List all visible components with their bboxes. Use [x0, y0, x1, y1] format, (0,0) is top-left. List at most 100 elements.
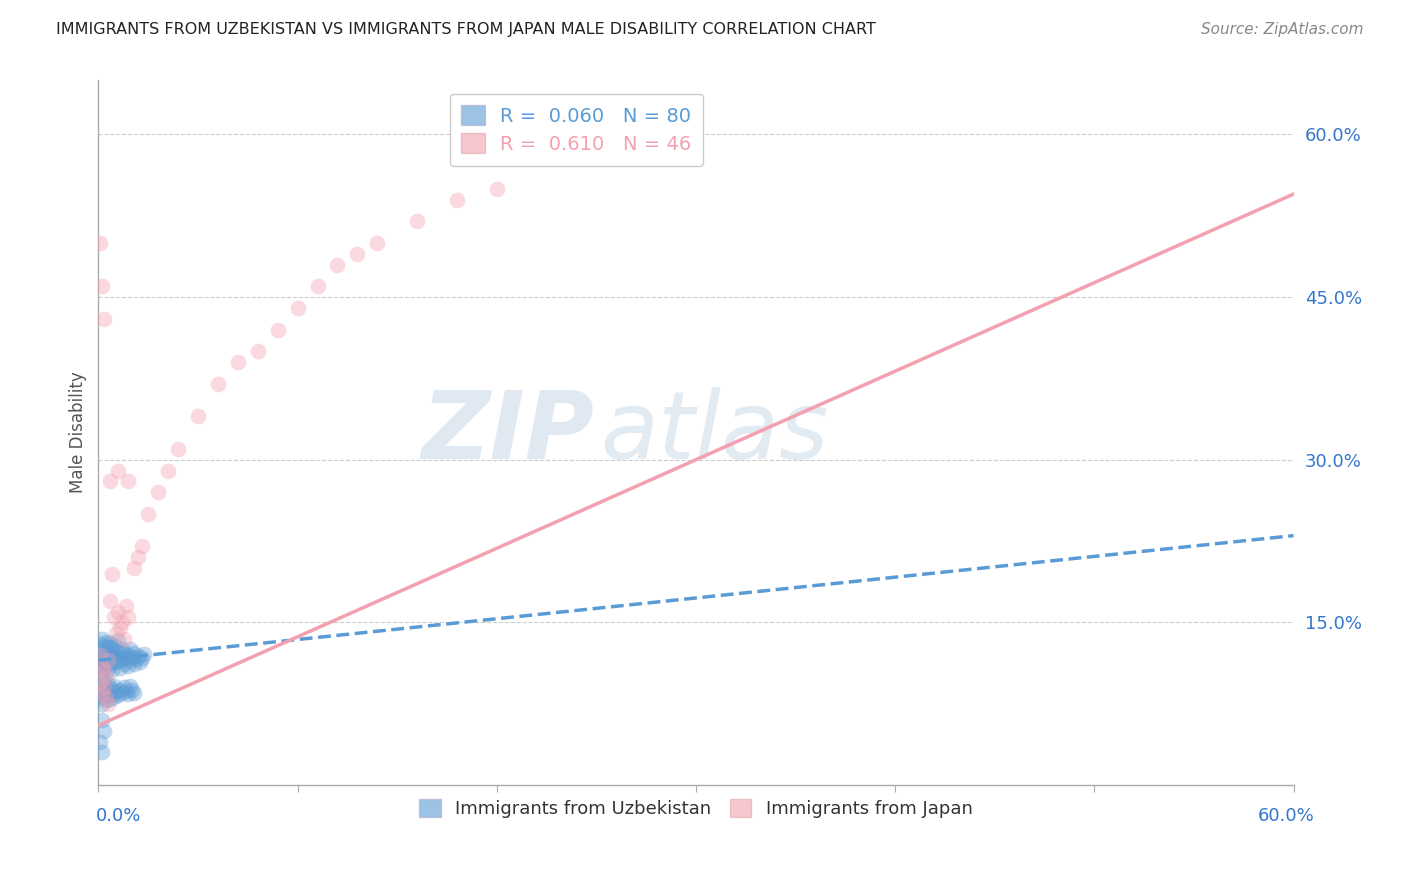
Point: [89, 681, 111, 695]
Point: [97, 653, 120, 667]
Point: [246, 344, 269, 359]
Point: [366, 235, 388, 250]
Text: Source: ZipAtlas.com: Source: ZipAtlas.com: [1201, 22, 1364, 37]
Point: [96, 635, 118, 649]
Point: [134, 647, 156, 661]
Point: [89, 734, 111, 748]
Point: [91, 746, 114, 760]
Point: [93, 723, 115, 738]
Text: 0.0%: 0.0%: [96, 807, 141, 825]
Point: [101, 566, 124, 581]
Point: [326, 258, 349, 272]
Point: [89, 648, 111, 662]
Point: [98, 475, 122, 489]
Point: [105, 656, 128, 670]
Text: ZIP: ZIP: [422, 386, 595, 479]
Point: [91, 632, 114, 646]
Point: [207, 376, 229, 391]
Point: [115, 599, 138, 613]
Point: [110, 661, 132, 675]
Point: [93, 661, 115, 675]
Point: [103, 690, 125, 705]
Point: [124, 686, 146, 700]
Point: [103, 648, 125, 663]
Point: [96, 682, 118, 697]
Point: [131, 540, 153, 554]
Point: [97, 688, 120, 702]
Point: [93, 681, 115, 695]
Point: [120, 642, 142, 657]
Point: [125, 652, 148, 666]
Point: [96, 691, 118, 706]
Point: [157, 464, 180, 478]
Point: [124, 561, 146, 575]
Point: [485, 182, 508, 196]
Point: [129, 656, 152, 670]
Text: 60.0%: 60.0%: [1258, 807, 1315, 825]
Point: [107, 632, 129, 647]
Point: [110, 621, 132, 635]
Point: [91, 686, 114, 700]
Point: [96, 657, 118, 671]
Point: [103, 679, 125, 693]
Point: [105, 645, 128, 659]
Point: [96, 646, 118, 660]
Text: IMMIGRANTS FROM UZBEKISTAN VS IMMIGRANTS FROM JAPAN MALE DISABILITY CORRELATION : IMMIGRANTS FROM UZBEKISTAN VS IMMIGRANTS…: [56, 22, 876, 37]
Point: [98, 681, 122, 696]
Point: [112, 681, 135, 695]
Point: [124, 657, 146, 671]
Point: [98, 593, 122, 607]
Point: [117, 658, 139, 673]
Point: [121, 682, 143, 697]
Point: [226, 355, 249, 369]
Point: [98, 692, 122, 706]
Point: [97, 662, 120, 676]
Point: [115, 683, 138, 698]
Point: [98, 636, 122, 650]
Point: [111, 653, 134, 667]
Point: [93, 650, 115, 665]
Point: [101, 663, 124, 677]
Point: [89, 637, 111, 651]
Point: [97, 651, 120, 665]
Point: [187, 409, 209, 424]
Point: [98, 647, 122, 661]
Point: [406, 214, 429, 228]
Point: [120, 653, 142, 667]
Point: [107, 654, 129, 668]
Point: [89, 691, 111, 706]
Point: [117, 475, 139, 489]
Point: [446, 193, 468, 207]
Point: [93, 311, 115, 326]
Point: [101, 684, 124, 698]
Point: [89, 658, 111, 673]
Point: [89, 669, 111, 683]
Point: [167, 442, 190, 456]
Point: [111, 642, 134, 657]
Point: [97, 697, 120, 711]
Point: [148, 485, 170, 500]
Point: [115, 651, 138, 665]
Point: [93, 664, 115, 678]
Point: [91, 713, 114, 727]
Point: [96, 669, 118, 683]
Point: [112, 646, 135, 660]
Point: [111, 615, 134, 630]
Point: [93, 689, 115, 703]
Point: [127, 550, 149, 565]
Point: [91, 658, 114, 673]
Point: [98, 657, 122, 672]
Point: [91, 686, 114, 700]
Legend: Immigrants from Uzbekistan, Immigrants from Japan: Immigrants from Uzbekistan, Immigrants f…: [412, 791, 980, 825]
Point: [112, 657, 135, 671]
Point: [110, 682, 132, 697]
Point: [107, 643, 129, 657]
Point: [91, 675, 114, 690]
Point: [346, 246, 368, 260]
Point: [89, 648, 111, 662]
Point: [107, 605, 129, 619]
Point: [117, 687, 139, 701]
Point: [117, 610, 139, 624]
Point: [101, 652, 124, 666]
Point: [107, 464, 129, 478]
